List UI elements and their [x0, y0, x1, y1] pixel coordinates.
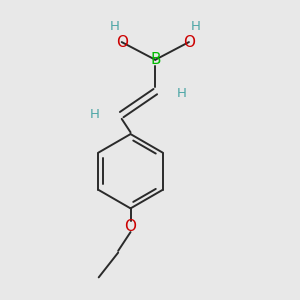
- Text: H: H: [110, 20, 120, 33]
- Text: O: O: [183, 34, 195, 50]
- Text: H: H: [191, 20, 201, 33]
- Text: O: O: [116, 34, 128, 50]
- Text: H: H: [90, 108, 100, 121]
- Text: O: O: [124, 219, 136, 234]
- Text: H: H: [177, 87, 187, 100]
- Text: B: B: [150, 52, 160, 67]
